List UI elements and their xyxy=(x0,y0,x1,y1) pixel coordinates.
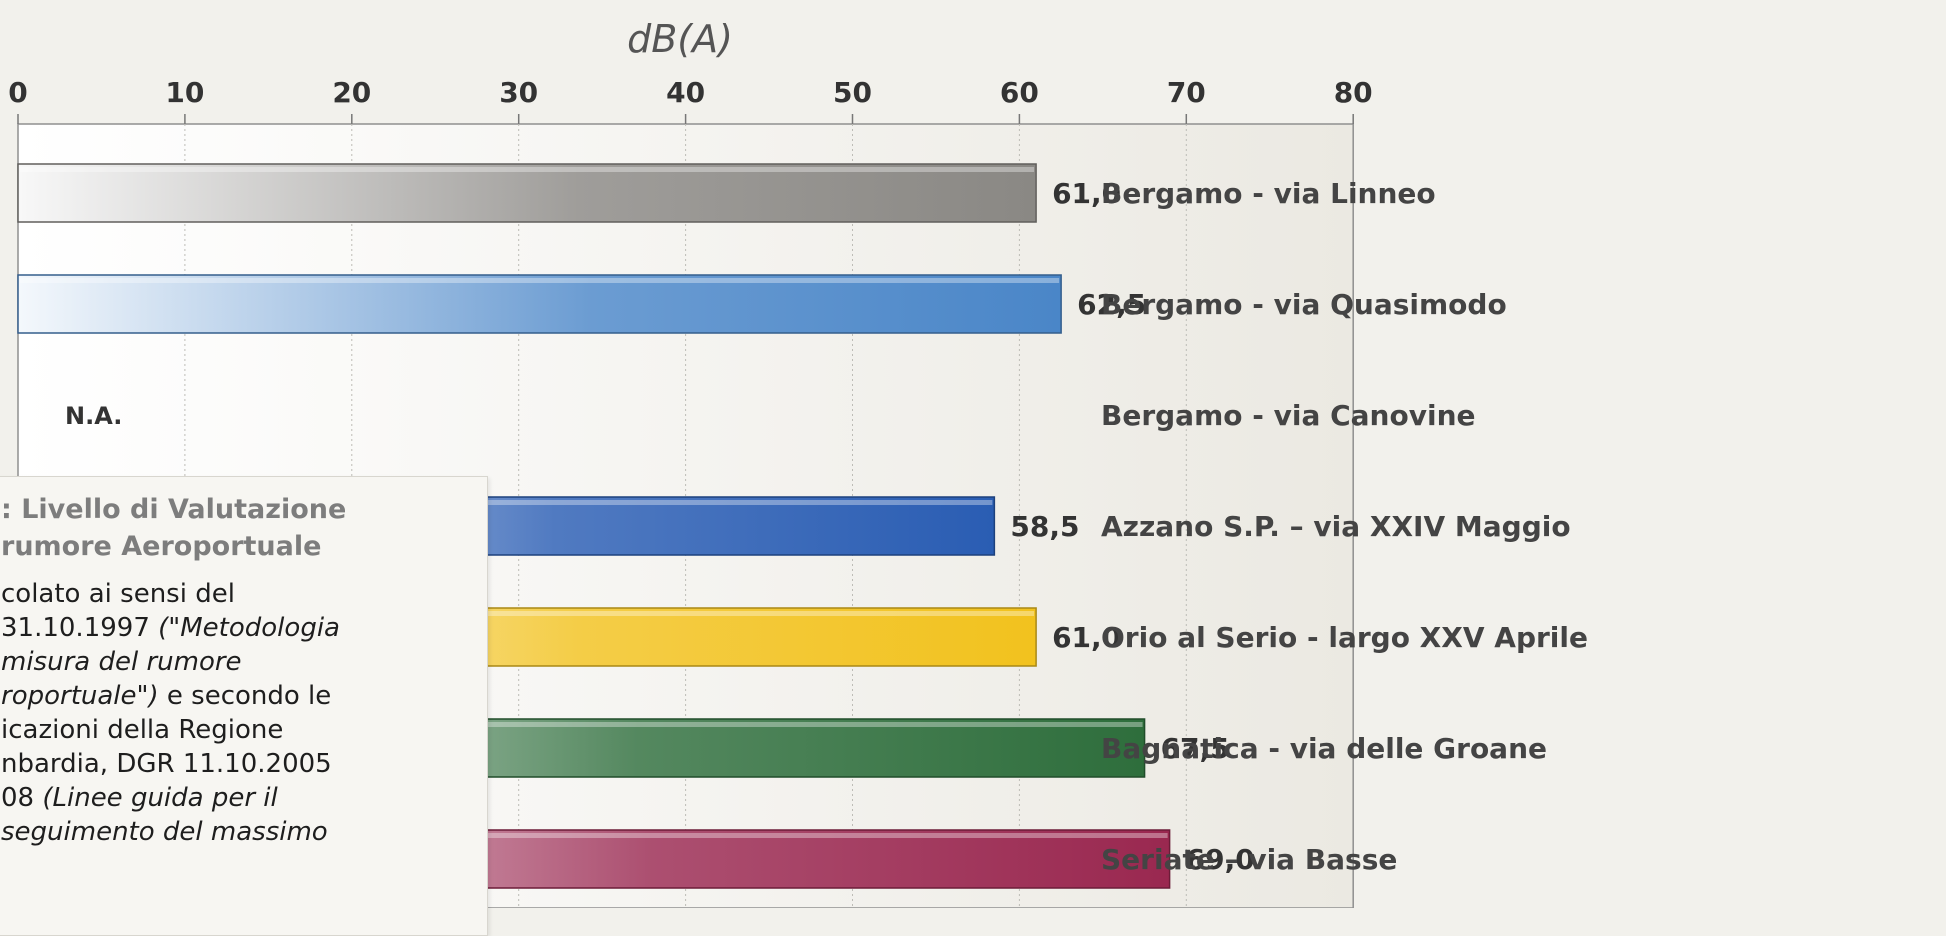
value-label: 62,5 xyxy=(1077,288,1146,321)
note-text: e secondo le xyxy=(158,681,332,711)
bar-highlight xyxy=(20,500,993,505)
note-body: colato ai sensi del 31.10.1997 ("Metodolo… xyxy=(1,577,487,849)
category-label: Bergamo - via Canovine xyxy=(1101,399,1476,432)
category-label: Azzano S.P. – via XXIV Maggio xyxy=(1101,510,1571,543)
note-line: nbardia, DGR 11.10.2005 xyxy=(1,747,487,781)
note-line: colato ai sensi del xyxy=(1,577,487,611)
note-text: misura del rumore xyxy=(1,647,242,677)
note-line: 08 (Linee guida per il xyxy=(1,781,487,815)
bar-highlight xyxy=(20,833,1168,838)
note-text: (Linee guida per il xyxy=(42,783,278,813)
note-text: 08 xyxy=(1,783,43,813)
note-line: 31.10.1997 ("Metodologia xyxy=(1,611,487,645)
note-text: seguimento del massimo xyxy=(1,817,328,847)
note-text: nbardia, DGR 11.10.2005 xyxy=(1,749,332,779)
category-label: Seriate – via Basse xyxy=(1101,843,1397,876)
bar-highlight xyxy=(20,611,1035,616)
bar xyxy=(17,163,1037,223)
x-axis-title: dB(A) xyxy=(627,17,733,61)
category-label: Bergamo - via Linneo xyxy=(1101,177,1436,210)
tick-label: 0 xyxy=(8,76,27,109)
note-text: colato ai sensi del xyxy=(1,579,235,609)
bar-highlight xyxy=(20,278,1060,283)
note-text: ("Metodologia xyxy=(158,613,340,643)
value-label: 69,0 xyxy=(1186,843,1255,876)
category-label: Orio al Serio - largo XXV Aprile xyxy=(1101,621,1588,654)
tick-label: 30 xyxy=(499,76,538,109)
note-text: icazioni della Regione xyxy=(1,715,284,745)
note-line: roportuale") e secondo le xyxy=(1,679,487,713)
note-box: : Livello di Valutazione rumore Aeroport… xyxy=(0,476,488,936)
value-label: 58,5 xyxy=(1010,510,1079,543)
note-text: roportuale") xyxy=(1,681,159,711)
note-title: : Livello di Valutazione rumore Aeroport… xyxy=(1,494,347,562)
tick-label: 50 xyxy=(833,76,872,109)
value-label: 67,5 xyxy=(1161,732,1230,765)
tick-label: 60 xyxy=(1000,76,1039,109)
tick-label: 20 xyxy=(332,76,371,109)
bar-highlight xyxy=(20,722,1143,727)
value-label: N.A. xyxy=(65,402,122,430)
category-label: Bagnatica - via delle Groane xyxy=(1101,732,1547,765)
category-label: Bergamo - via Quasimodo xyxy=(1101,288,1507,321)
bar xyxy=(17,274,1062,334)
tick-label: 10 xyxy=(165,76,204,109)
tick-label: 40 xyxy=(666,76,705,109)
note-line: misura del rumore xyxy=(1,645,487,679)
value-label: 61,0 xyxy=(1052,621,1121,654)
bar-highlight xyxy=(20,167,1035,172)
tick-label: 70 xyxy=(1167,76,1206,109)
note-text: 31.10.1997 xyxy=(1,613,159,643)
note-line: seguimento del massimo xyxy=(1,815,487,849)
tick-label: 80 xyxy=(1334,76,1373,109)
note-line: icazioni della Regione xyxy=(1,713,487,747)
value-label: 61,0 xyxy=(1052,177,1121,210)
